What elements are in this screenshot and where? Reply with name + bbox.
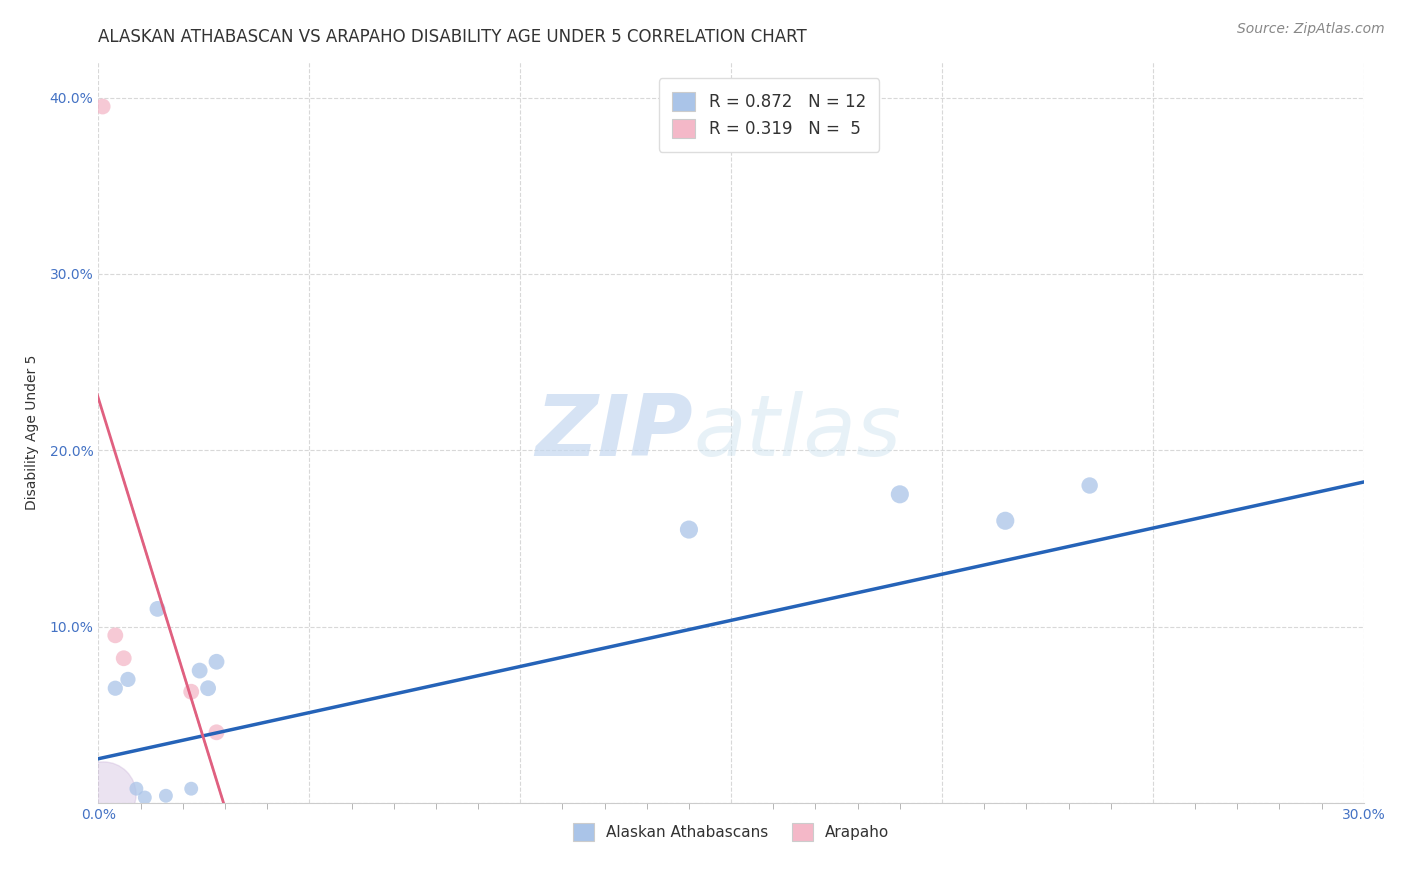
Point bbox=[134, 790, 156, 805]
Point bbox=[125, 781, 148, 796]
Point bbox=[205, 725, 228, 739]
Point bbox=[104, 681, 127, 696]
Point bbox=[1078, 478, 1101, 492]
Point bbox=[188, 664, 211, 678]
Point bbox=[889, 487, 911, 501]
Text: ALASKAN ATHABASCAN VS ARAPAHO DISABILITY AGE UNDER 5 CORRELATION CHART: ALASKAN ATHABASCAN VS ARAPAHO DISABILITY… bbox=[98, 28, 807, 45]
Point bbox=[197, 681, 219, 696]
Text: atlas: atlas bbox=[693, 391, 901, 475]
Text: ZIP: ZIP bbox=[536, 391, 693, 475]
Y-axis label: Disability Age Under 5: Disability Age Under 5 bbox=[24, 355, 38, 510]
Point bbox=[205, 655, 228, 669]
Point bbox=[117, 673, 139, 687]
Point bbox=[155, 789, 177, 803]
Point bbox=[994, 514, 1017, 528]
Legend: Alaskan Athabascans, Arapaho: Alaskan Athabascans, Arapaho bbox=[567, 817, 896, 847]
Point bbox=[91, 99, 114, 113]
Point bbox=[180, 781, 202, 796]
Text: Source: ZipAtlas.com: Source: ZipAtlas.com bbox=[1237, 22, 1385, 37]
Point bbox=[91, 787, 114, 801]
Point bbox=[104, 628, 127, 642]
Point bbox=[146, 602, 169, 616]
Point bbox=[180, 685, 202, 699]
Point bbox=[112, 651, 135, 665]
Point bbox=[678, 523, 700, 537]
